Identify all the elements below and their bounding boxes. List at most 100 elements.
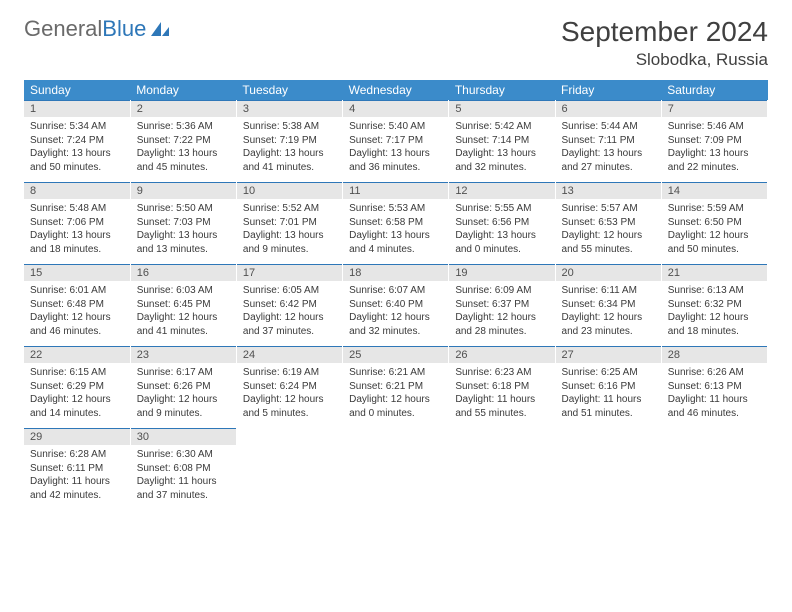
sunset-text: Sunset: 6:26 PM xyxy=(137,380,230,394)
sunset-text: Sunset: 6:11 PM xyxy=(30,462,124,476)
day-body: Sunrise: 5:46 AMSunset: 7:09 PMDaylight:… xyxy=(662,117,767,182)
sunrise-text: Sunrise: 6:25 AM xyxy=(562,366,655,380)
day-body: Sunrise: 5:59 AMSunset: 6:50 PMDaylight:… xyxy=(662,199,767,264)
day-body: Sunrise: 6:23 AMSunset: 6:18 PMDaylight:… xyxy=(449,363,554,428)
day-body: Sunrise: 6:28 AMSunset: 6:11 PMDaylight:… xyxy=(24,445,130,510)
month-title: September 2024 xyxy=(561,16,768,48)
day-body: Sunrise: 6:01 AMSunset: 6:48 PMDaylight:… xyxy=(24,281,130,346)
weekday-header: Sunday xyxy=(24,80,130,101)
daylight-text: Daylight: 12 hours and 18 minutes. xyxy=(668,311,761,338)
day-number: 10 xyxy=(237,183,342,199)
daylight-text: Daylight: 13 hours and 41 minutes. xyxy=(243,147,336,174)
sunset-text: Sunset: 6:13 PM xyxy=(668,380,761,394)
sunset-text: Sunset: 7:24 PM xyxy=(30,134,124,148)
day-body: Sunrise: 5:34 AMSunset: 7:24 PMDaylight:… xyxy=(24,117,130,182)
sunrise-text: Sunrise: 6:19 AM xyxy=(243,366,336,380)
day-body: Sunrise: 5:50 AMSunset: 7:03 PMDaylight:… xyxy=(131,199,236,264)
day-body: Sunrise: 5:53 AMSunset: 6:58 PMDaylight:… xyxy=(343,199,448,264)
sunrise-text: Sunrise: 6:21 AM xyxy=(349,366,442,380)
sunrise-text: Sunrise: 6:01 AM xyxy=(30,284,124,298)
sunrise-text: Sunrise: 6:17 AM xyxy=(137,366,230,380)
calendar-cell: 23Sunrise: 6:17 AMSunset: 6:26 PMDayligh… xyxy=(130,347,236,429)
daylight-text: Daylight: 12 hours and 28 minutes. xyxy=(455,311,548,338)
daylight-text: Daylight: 12 hours and 46 minutes. xyxy=(30,311,124,338)
day-number: 7 xyxy=(662,101,767,117)
sunset-text: Sunset: 7:19 PM xyxy=(243,134,336,148)
day-number: 28 xyxy=(662,347,767,363)
day-number: 4 xyxy=(343,101,448,117)
day-number: 12 xyxy=(449,183,554,199)
day-body: Sunrise: 6:25 AMSunset: 6:16 PMDaylight:… xyxy=(556,363,661,428)
day-body: Sunrise: 5:42 AMSunset: 7:14 PMDaylight:… xyxy=(449,117,554,182)
daylight-text: Daylight: 13 hours and 13 minutes. xyxy=(137,229,230,256)
day-body: Sunrise: 6:11 AMSunset: 6:34 PMDaylight:… xyxy=(556,281,661,346)
sunset-text: Sunset: 6:32 PM xyxy=(668,298,761,312)
sunrise-text: Sunrise: 6:03 AM xyxy=(137,284,230,298)
sunrise-text: Sunrise: 6:30 AM xyxy=(137,448,230,462)
day-body: Sunrise: 5:57 AMSunset: 6:53 PMDaylight:… xyxy=(556,199,661,264)
calendar-cell: 28Sunrise: 6:26 AMSunset: 6:13 PMDayligh… xyxy=(661,347,767,429)
calendar-cell: 16Sunrise: 6:03 AMSunset: 6:45 PMDayligh… xyxy=(130,265,236,347)
calendar-cell: 21Sunrise: 6:13 AMSunset: 6:32 PMDayligh… xyxy=(661,265,767,347)
day-number: 20 xyxy=(556,265,661,281)
sunset-text: Sunset: 6:50 PM xyxy=(668,216,761,230)
sunrise-text: Sunrise: 6:26 AM xyxy=(668,366,761,380)
day-number: 21 xyxy=(662,265,767,281)
day-body: Sunrise: 6:30 AMSunset: 6:08 PMDaylight:… xyxy=(131,445,236,510)
calendar-cell: 14Sunrise: 5:59 AMSunset: 6:50 PMDayligh… xyxy=(661,183,767,265)
day-body: Sunrise: 6:13 AMSunset: 6:32 PMDaylight:… xyxy=(662,281,767,346)
calendar-cell xyxy=(449,429,555,511)
sunrise-text: Sunrise: 6:11 AM xyxy=(562,284,655,298)
sunset-text: Sunset: 6:08 PM xyxy=(137,462,230,476)
calendar-cell: 27Sunrise: 6:25 AMSunset: 6:16 PMDayligh… xyxy=(555,347,661,429)
calendar-row: 1Sunrise: 5:34 AMSunset: 7:24 PMDaylight… xyxy=(24,101,768,183)
sunset-text: Sunset: 6:16 PM xyxy=(562,380,655,394)
sunrise-text: Sunrise: 5:38 AM xyxy=(243,120,336,134)
day-number: 1 xyxy=(24,101,130,117)
weekday-header: Friday xyxy=(555,80,661,101)
calendar-cell: 8Sunrise: 5:48 AMSunset: 7:06 PMDaylight… xyxy=(24,183,130,265)
calendar-cell: 17Sunrise: 6:05 AMSunset: 6:42 PMDayligh… xyxy=(236,265,342,347)
daylight-text: Daylight: 13 hours and 18 minutes. xyxy=(30,229,124,256)
calendar-cell: 10Sunrise: 5:52 AMSunset: 7:01 PMDayligh… xyxy=(236,183,342,265)
sunrise-text: Sunrise: 5:57 AM xyxy=(562,202,655,216)
sunset-text: Sunset: 6:40 PM xyxy=(349,298,442,312)
daylight-text: Daylight: 13 hours and 22 minutes. xyxy=(668,147,761,174)
daylight-text: Daylight: 11 hours and 55 minutes. xyxy=(455,393,548,420)
calendar-cell: 22Sunrise: 6:15 AMSunset: 6:29 PMDayligh… xyxy=(24,347,130,429)
daylight-text: Daylight: 12 hours and 50 minutes. xyxy=(668,229,761,256)
sunrise-text: Sunrise: 6:15 AM xyxy=(30,366,124,380)
sunrise-text: Sunrise: 5:42 AM xyxy=(455,120,548,134)
brand-word-1: General xyxy=(24,16,102,42)
sunset-text: Sunset: 7:14 PM xyxy=(455,134,548,148)
sunrise-text: Sunrise: 5:50 AM xyxy=(137,202,230,216)
sunrise-text: Sunrise: 6:13 AM xyxy=(668,284,761,298)
weekday-header: Saturday xyxy=(661,80,767,101)
daylight-text: Daylight: 13 hours and 27 minutes. xyxy=(562,147,655,174)
calendar-table: Sunday Monday Tuesday Wednesday Thursday… xyxy=(24,80,768,510)
daylight-text: Daylight: 12 hours and 32 minutes. xyxy=(349,311,442,338)
sunset-text: Sunset: 6:53 PM xyxy=(562,216,655,230)
daylight-text: Daylight: 13 hours and 4 minutes. xyxy=(349,229,442,256)
day-body: Sunrise: 6:09 AMSunset: 6:37 PMDaylight:… xyxy=(449,281,554,346)
day-number: 2 xyxy=(131,101,236,117)
sunset-text: Sunset: 7:11 PM xyxy=(562,134,655,148)
day-body: Sunrise: 6:17 AMSunset: 6:26 PMDaylight:… xyxy=(131,363,236,428)
calendar-row: 15Sunrise: 6:01 AMSunset: 6:48 PMDayligh… xyxy=(24,265,768,347)
daylight-text: Daylight: 12 hours and 9 minutes. xyxy=(137,393,230,420)
calendar-cell xyxy=(236,429,342,511)
calendar-cell: 2Sunrise: 5:36 AMSunset: 7:22 PMDaylight… xyxy=(130,101,236,183)
sunrise-text: Sunrise: 6:05 AM xyxy=(243,284,336,298)
daylight-text: Daylight: 12 hours and 14 minutes. xyxy=(30,393,124,420)
day-number: 11 xyxy=(343,183,448,199)
calendar-row: 8Sunrise: 5:48 AMSunset: 7:06 PMDaylight… xyxy=(24,183,768,265)
day-body: Sunrise: 6:03 AMSunset: 6:45 PMDaylight:… xyxy=(131,281,236,346)
sunset-text: Sunset: 7:09 PM xyxy=(668,134,761,148)
day-body: Sunrise: 6:21 AMSunset: 6:21 PMDaylight:… xyxy=(343,363,448,428)
sunrise-text: Sunrise: 5:40 AM xyxy=(349,120,442,134)
sunset-text: Sunset: 6:18 PM xyxy=(455,380,548,394)
calendar-cell: 20Sunrise: 6:11 AMSunset: 6:34 PMDayligh… xyxy=(555,265,661,347)
calendar-cell: 9Sunrise: 5:50 AMSunset: 7:03 PMDaylight… xyxy=(130,183,236,265)
sunset-text: Sunset: 6:58 PM xyxy=(349,216,442,230)
calendar-cell: 26Sunrise: 6:23 AMSunset: 6:18 PMDayligh… xyxy=(449,347,555,429)
